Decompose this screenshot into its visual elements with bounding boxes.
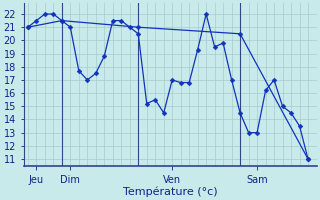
X-axis label: Température (°c): Température (°c)	[123, 186, 217, 197]
